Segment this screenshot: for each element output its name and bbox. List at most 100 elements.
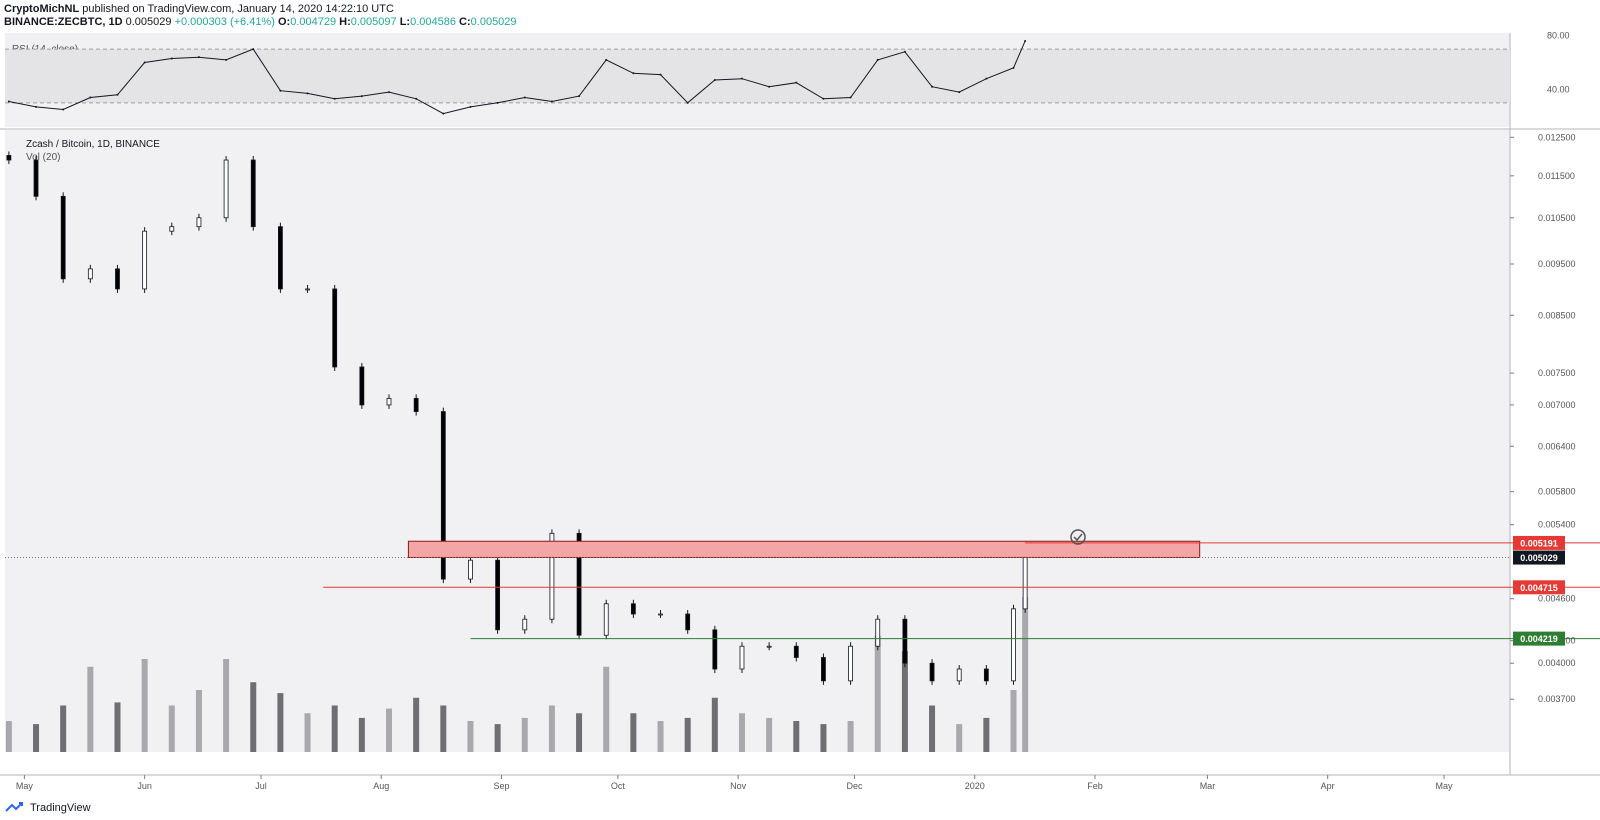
volume-bar xyxy=(983,717,990,752)
volume-bar xyxy=(820,724,827,752)
rsi-point xyxy=(849,96,852,99)
rsi-point xyxy=(985,77,988,80)
candle xyxy=(169,226,175,232)
price-pane: Zcash / Bitcoin, 1D, BINANCE Vol (20) xyxy=(5,139,1600,752)
time-axis[interactable]: May Jun Jul Aug Sep Oct Nov Dec 2020 Feb Mar Apr May xyxy=(16,775,1453,791)
rsi-point xyxy=(415,97,418,100)
high-label: H: xyxy=(339,16,351,28)
volume-bar xyxy=(630,713,637,752)
candle xyxy=(60,195,66,280)
candle xyxy=(359,366,365,406)
candle xyxy=(821,657,826,682)
volume-bar xyxy=(141,659,148,752)
tradingview-logo-icon xyxy=(5,802,23,812)
candle xyxy=(1011,608,1016,682)
rsi-point xyxy=(578,95,581,98)
rsi-point xyxy=(1012,66,1015,69)
candle xyxy=(630,603,636,615)
candle xyxy=(440,411,446,580)
candle xyxy=(413,397,419,412)
volume-bar xyxy=(793,721,800,752)
candle xyxy=(685,613,691,631)
price-axis[interactable]: 80.00 40.00 0.012500 0.011500 0.010500 0.0095… xyxy=(1510,31,1576,705)
volume-bar xyxy=(603,666,610,752)
rsi-point xyxy=(740,77,743,80)
rsi-point xyxy=(333,97,336,100)
low-label: L: xyxy=(399,16,411,28)
rsi-point xyxy=(605,58,608,61)
price-tick-label: 0.005800 xyxy=(1538,487,1576,497)
candle xyxy=(87,268,93,280)
rsi-point xyxy=(931,85,934,88)
rsi-point xyxy=(686,101,689,104)
candle xyxy=(766,645,772,648)
volume-bar xyxy=(440,705,447,752)
time-tick-label: May xyxy=(1436,781,1454,791)
rsi-point xyxy=(252,48,255,51)
volume-bar xyxy=(1022,597,1029,752)
footer-brand[interactable]: TradingView xyxy=(5,800,91,816)
price-tick-label: 0.006400 xyxy=(1538,441,1576,451)
candle xyxy=(332,288,338,368)
rsi-point xyxy=(659,73,662,76)
last-price: 0.005029 xyxy=(125,16,172,28)
rsi-point xyxy=(225,58,228,61)
volume-bar xyxy=(277,693,284,752)
rsi-pane: RSI (14, close) xyxy=(5,40,1510,115)
time-tick-label: Jun xyxy=(137,781,152,791)
time-tick-label: 2020 xyxy=(965,781,985,791)
author-name[interactable]: CryptoMichNL xyxy=(4,3,80,15)
close-label: C: xyxy=(459,16,471,28)
close-value: 0.005029 xyxy=(470,16,517,28)
candle xyxy=(6,155,12,161)
rsi-point xyxy=(550,100,553,103)
volume-bar xyxy=(929,705,936,752)
volume-bar xyxy=(738,713,745,752)
chart-background xyxy=(0,33,1600,776)
price-change: +0.000303 (+6.41%) xyxy=(174,16,275,28)
price-badge xyxy=(1513,631,1565,646)
rsi-point xyxy=(89,96,92,99)
candle xyxy=(848,645,853,682)
volume-bar xyxy=(494,724,501,752)
rsi-point xyxy=(469,105,472,108)
chart-header: CryptoMichNL published on TradingView.co… xyxy=(4,3,904,29)
symbol-info: BINANCE:ZECBTC, 1D 0.005029 +0.000303 (+… xyxy=(4,16,904,29)
low-value: 0.004586 xyxy=(410,16,456,28)
volume-bar xyxy=(168,705,175,752)
price-tick-label: 0.011500 xyxy=(1538,171,1575,181)
volume-bar xyxy=(87,666,94,752)
rsi-point xyxy=(713,79,716,81)
volume-bar xyxy=(684,717,691,752)
check-icon-mark xyxy=(1073,533,1083,542)
main-background xyxy=(5,130,1510,752)
volume-title: Vol (20) xyxy=(26,152,60,163)
candle xyxy=(142,230,148,290)
candle xyxy=(196,217,202,228)
volume-bar xyxy=(358,717,365,752)
price-badge-label: 0.005029 xyxy=(1520,553,1558,563)
volume-bar xyxy=(576,713,583,752)
publish-text: published on TradingView.com, January 14… xyxy=(82,3,394,15)
candle xyxy=(956,668,962,682)
time-tick-label: Oct xyxy=(611,781,626,791)
main-title: Zcash / Bitcoin, 1D, BINANCE xyxy=(26,139,160,150)
volume-bar xyxy=(1010,690,1017,752)
rsi-point xyxy=(822,97,825,100)
volume-bar xyxy=(195,690,202,752)
volume-bar xyxy=(766,717,773,752)
candle xyxy=(305,288,310,291)
rsi-point xyxy=(876,58,879,61)
rsi-point xyxy=(496,101,499,104)
price-badge xyxy=(1513,580,1565,595)
rsi-point xyxy=(360,95,363,98)
candle xyxy=(468,559,473,580)
candle xyxy=(902,618,908,664)
rsi-point xyxy=(7,100,10,103)
candle xyxy=(522,618,528,631)
chart-canvas[interactable]: RSI (14, close) Zcash / Bitcoin, 1D, BIN… xyxy=(0,0,1600,800)
price-tick-label: 0.005400 xyxy=(1538,520,1576,530)
candle xyxy=(386,397,392,406)
rsi-point xyxy=(197,56,200,59)
price-tick-label: 0.009500 xyxy=(1538,259,1576,269)
